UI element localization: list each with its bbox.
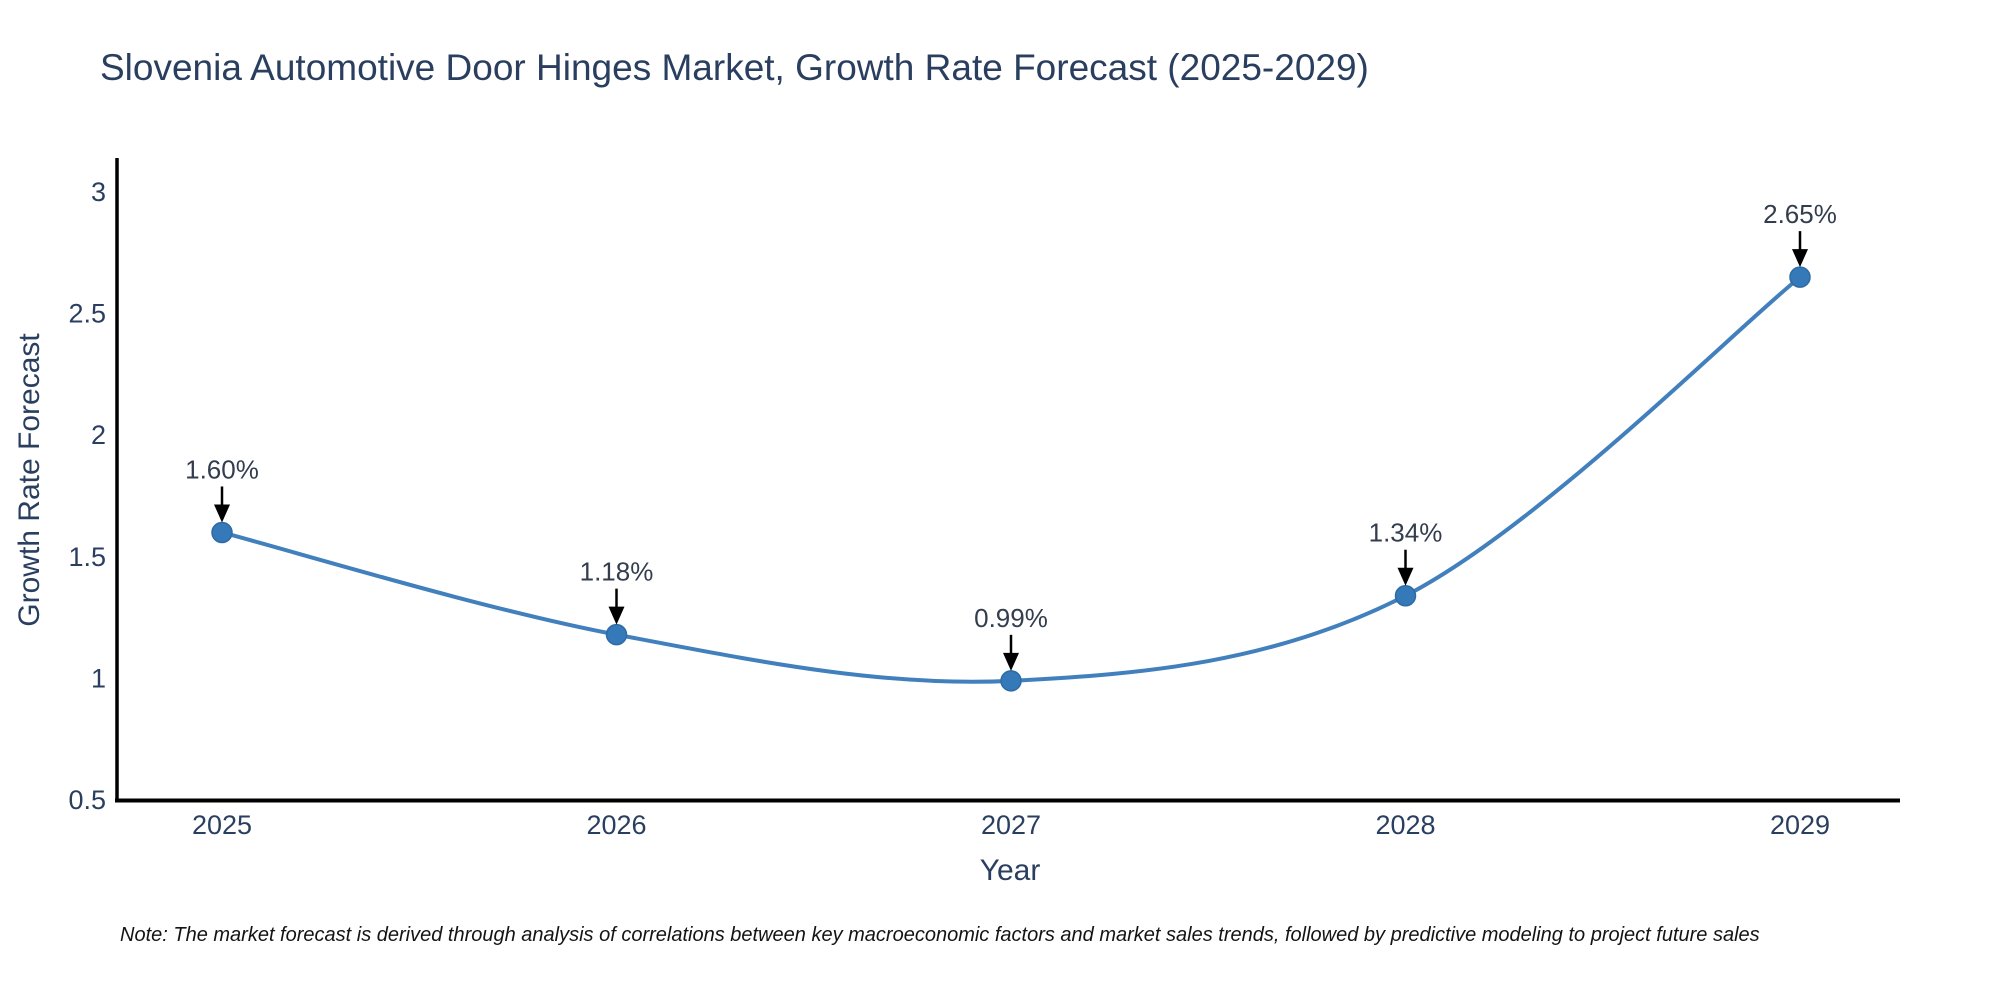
x-tick-label: 2025 bbox=[192, 810, 252, 840]
x-tick-label: 2028 bbox=[1375, 810, 1435, 840]
data-point-label: 1.34% bbox=[1369, 518, 1443, 548]
y-tick-label: 1.5 bbox=[68, 542, 106, 572]
footnote: Note: The market forecast is derived thr… bbox=[120, 924, 1760, 946]
x-tick-label: 2026 bbox=[586, 810, 646, 840]
annotation-arrowhead bbox=[1397, 567, 1414, 586]
y-axis-title: Growth Rate Forecast bbox=[13, 333, 46, 627]
data-point-label: 0.99% bbox=[974, 603, 1048, 633]
data-point-label: 1.60% bbox=[185, 454, 259, 484]
chart-title: Slovenia Automotive Door Hinges Market, … bbox=[100, 47, 1369, 88]
data-point-marker bbox=[1000, 670, 1022, 692]
y-tick-label: 3 bbox=[91, 177, 106, 207]
x-tick-label: 2027 bbox=[981, 810, 1041, 840]
y-tick-label: 1 bbox=[91, 663, 106, 693]
x-axis-title: Year bbox=[979, 854, 1041, 887]
annotation-arrowhead bbox=[608, 606, 625, 625]
annotation-arrowhead bbox=[1792, 249, 1808, 268]
data-point-marker bbox=[605, 623, 628, 646]
y-tick-label: 0.5 bbox=[68, 785, 106, 815]
data-point-marker bbox=[1394, 584, 1417, 607]
data-point-marker bbox=[211, 521, 233, 544]
data-point-marker bbox=[1789, 266, 1811, 288]
data-point-label: 1.18% bbox=[580, 557, 654, 587]
annotation-arrowhead bbox=[1003, 652, 1019, 671]
data-point-label: 2.65% bbox=[1763, 199, 1837, 229]
x-tick-label: 2029 bbox=[1770, 810, 1830, 840]
y-tick-label: 2.5 bbox=[68, 299, 106, 329]
annotation-arrowhead bbox=[214, 504, 230, 523]
y-tick-label: 2 bbox=[91, 420, 106, 450]
